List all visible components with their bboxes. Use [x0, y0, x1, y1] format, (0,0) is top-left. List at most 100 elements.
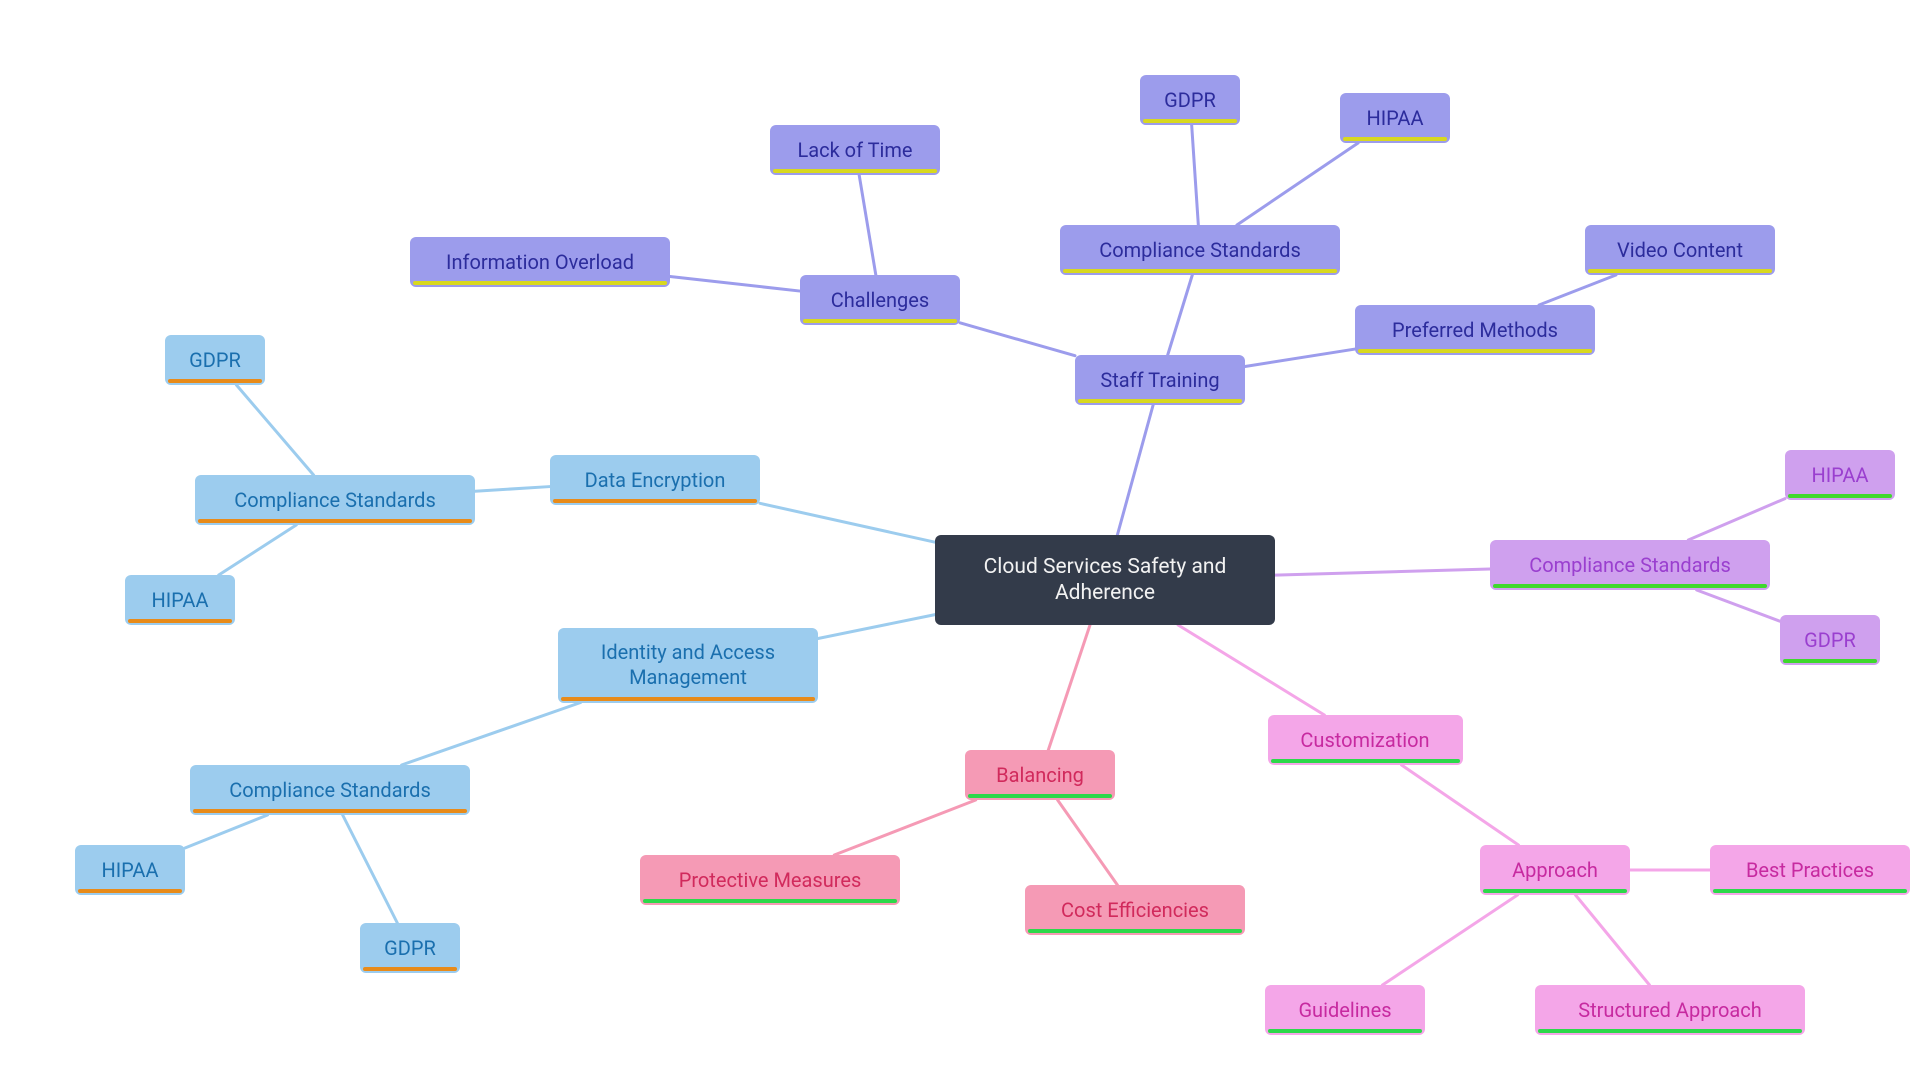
node-label: Compliance Standards — [234, 488, 436, 513]
node-underline — [168, 379, 262, 383]
node-label: Approach — [1512, 858, 1598, 883]
node-compstd_iam: Compliance Standards — [190, 765, 470, 815]
node-underline — [1483, 889, 1627, 893]
edge-compstd_staff-gdpr_staff — [1192, 125, 1199, 225]
node-underline — [1028, 929, 1242, 933]
edge-root-staff — [1117, 405, 1153, 535]
node-hipaa_staff: HIPAA — [1340, 93, 1450, 143]
node-underline — [1271, 759, 1460, 763]
edge-compstd_de-hipaa_de — [219, 525, 297, 575]
node-label: Compliance Standards — [229, 778, 431, 803]
node-infoover: Information Overload — [410, 237, 670, 287]
edge-iam-compstd_iam — [402, 703, 581, 766]
edge-challenges-lacktime — [859, 175, 876, 275]
node-underline — [1588, 269, 1772, 273]
node-gdpr_v: GDPR — [1780, 615, 1880, 665]
node-underline — [193, 809, 467, 813]
node-underline — [1268, 1029, 1422, 1033]
node-label: Balancing — [996, 763, 1084, 788]
edge-staff-challenges — [960, 323, 1075, 356]
node-underline — [128, 619, 232, 623]
node-label: Video Content — [1617, 238, 1743, 263]
node-label: Compliance Standards — [1529, 553, 1731, 578]
node-balancing: Balancing — [965, 750, 1115, 800]
node-dataenc: Data Encryption — [550, 455, 760, 505]
node-underline — [1343, 137, 1447, 141]
edge-root-dataenc — [760, 503, 935, 542]
node-underline — [1538, 1029, 1802, 1033]
node-label: Data Encryption — [585, 468, 726, 493]
edge-compstd_staff-hipaa_staff — [1237, 143, 1358, 225]
node-bestprac: Best Practices — [1710, 845, 1910, 895]
node-approach: Approach — [1480, 845, 1630, 895]
node-underline — [968, 794, 1112, 798]
node-staff: Staff Training — [1075, 355, 1245, 405]
node-underline — [1713, 889, 1907, 893]
node-label: GDPR — [384, 936, 436, 961]
node-label: Guidelines — [1298, 998, 1391, 1023]
edge-root-compstd_v — [1275, 569, 1490, 575]
node-compstd_staff: Compliance Standards — [1060, 225, 1340, 275]
node-label: HIPAA — [1366, 106, 1423, 131]
node-custom: Customization — [1268, 715, 1463, 765]
edge-staff-prefmeth — [1245, 349, 1355, 366]
node-gdpr_staff: GDPR — [1140, 75, 1240, 125]
node-gdpr_de: GDPR — [165, 335, 265, 385]
node-label: Protective Measures — [679, 868, 862, 893]
node-label: Best Practices — [1746, 858, 1874, 883]
node-underline — [363, 967, 457, 971]
edge-custom-approach — [1402, 765, 1519, 845]
node-label: HIPAA — [151, 588, 208, 613]
node-label: Identity and Access Management — [601, 640, 775, 690]
node-label: Information Overload — [446, 250, 634, 275]
node-underline — [1783, 659, 1877, 663]
node-compstd_v: Compliance Standards — [1490, 540, 1770, 590]
node-underline — [553, 499, 757, 503]
edge-staff-compstd_staff — [1168, 275, 1193, 355]
node-label: Cloud Services Safety and Adherence — [984, 554, 1227, 607]
node-underline — [1078, 399, 1242, 403]
node-costeff: Cost Efficiencies — [1025, 885, 1245, 935]
node-hipaa_de: HIPAA — [125, 575, 235, 625]
node-label: HIPAA — [101, 858, 158, 883]
node-challenges: Challenges — [800, 275, 960, 325]
node-label: Lack of Time — [797, 138, 912, 163]
node-hipaa_iam: HIPAA — [75, 845, 185, 895]
node-underline — [78, 889, 182, 893]
node-label: GDPR — [1804, 628, 1856, 653]
node-label: Customization — [1300, 728, 1429, 753]
node-label: HIPAA — [1811, 463, 1868, 488]
node-hipaa_v: HIPAA — [1785, 450, 1895, 500]
edge-prefmeth-videocont — [1539, 275, 1616, 305]
node-underline — [198, 519, 472, 523]
edge-compstd_v-gdpr_v — [1697, 590, 1780, 621]
node-underline — [1143, 119, 1237, 123]
node-compstd_de: Compliance Standards — [195, 475, 475, 525]
node-underline — [643, 899, 897, 903]
edge-root-custom — [1178, 625, 1324, 715]
node-lacktime: Lack of Time — [770, 125, 940, 175]
node-underline — [1358, 349, 1592, 353]
node-underline — [413, 281, 667, 285]
node-root: Cloud Services Safety and Adherence — [935, 535, 1275, 625]
node-label: Cost Efficiencies — [1061, 898, 1209, 923]
edge-balancing-costeff — [1058, 800, 1118, 885]
node-structapp: Structured Approach — [1535, 985, 1805, 1035]
edge-approach-guidelines — [1383, 895, 1518, 985]
edge-root-balancing — [1048, 625, 1090, 750]
edge-compstd_de-gdpr_de — [236, 385, 313, 475]
node-protmeas: Protective Measures — [640, 855, 900, 905]
node-label: Compliance Standards — [1099, 238, 1301, 263]
edge-compstd_iam-gdpr_iam — [343, 815, 398, 923]
node-videocont: Video Content — [1585, 225, 1775, 275]
node-label: GDPR — [189, 348, 241, 373]
edge-compstd_iam-hipaa_iam — [185, 815, 268, 848]
node-label: Challenges — [831, 288, 929, 313]
node-guidelines: Guidelines — [1265, 985, 1425, 1035]
node-label: Preferred Methods — [1392, 318, 1558, 343]
node-underline — [803, 319, 957, 323]
node-underline — [1788, 494, 1892, 498]
edge-root-iam — [818, 615, 935, 639]
edge-dataenc-compstd_de — [475, 487, 550, 492]
node-underline — [1493, 584, 1767, 588]
